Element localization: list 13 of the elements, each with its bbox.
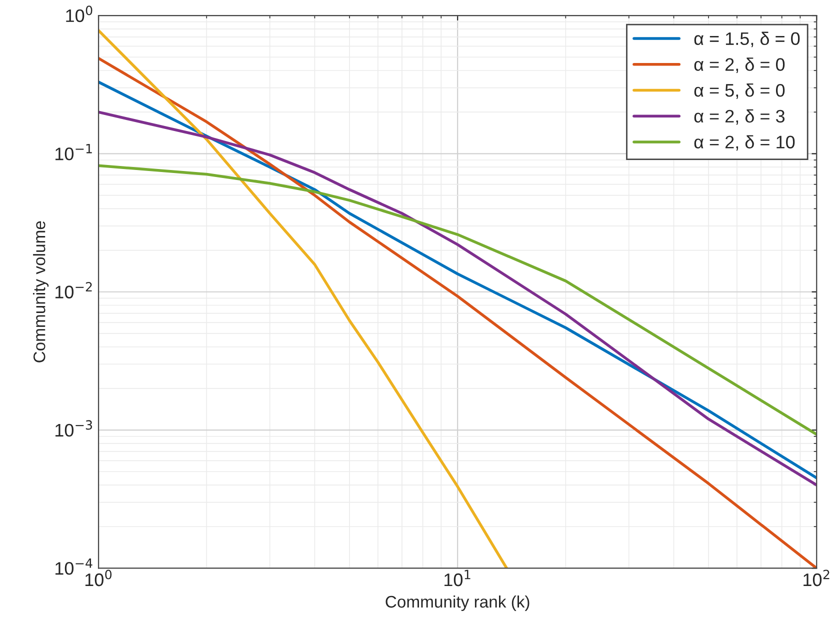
legend-label: α = 1.5, δ = 0 bbox=[694, 32, 800, 48]
y-tick-label: 10$^{−2}$ bbox=[56, 282, 92, 298]
y-tick-label: 10$^{0}$ bbox=[66, 6, 92, 22]
legend-label: α = 2, δ = 10 bbox=[694, 135, 795, 151]
x-tick-label: 10$^{1}$ bbox=[444, 570, 470, 586]
y-tick-label: 10$^{−1}$ bbox=[56, 144, 92, 160]
y-axis-title: Community volume bbox=[33, 221, 49, 362]
legend-label: α = 2, δ = 3 bbox=[694, 109, 785, 125]
x-axis-title: Community rank (k) bbox=[386, 595, 530, 611]
legend-label: α = 2, δ = 0 bbox=[694, 58, 785, 74]
y-tick-label: 10$^{−3}$ bbox=[56, 420, 92, 437]
legend-label: α = 5, δ = 0 bbox=[694, 83, 785, 99]
x-tick-label: 10$^{2}$ bbox=[804, 570, 830, 586]
